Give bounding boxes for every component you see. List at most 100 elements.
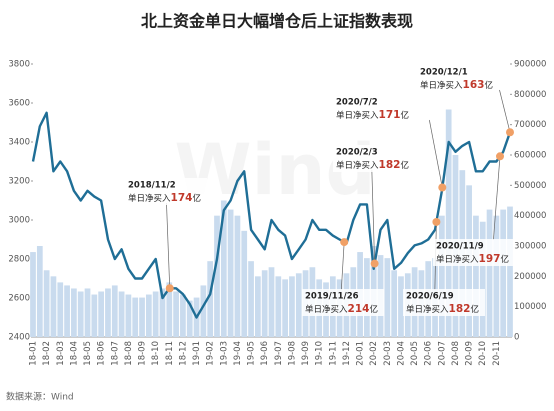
annotation-date: 2020/7/2 [336, 98, 378, 108]
annotation-unit: 亿 [400, 110, 409, 121]
x-tick-label: 18-05 [83, 341, 93, 366]
annotation-date: 2019/11/26 [305, 292, 359, 302]
annotation-prefix: 单日净买入 [406, 304, 449, 315]
y-tick-label: 2600 [8, 294, 30, 304]
x-tick-label: 20-11 [492, 341, 502, 366]
bar [91, 294, 98, 337]
x-tick-label: 20-01 [356, 341, 366, 366]
x-tick-label: 18-04 [69, 341, 79, 366]
x-tick-label: 20-04 [396, 341, 406, 366]
y2-tick-label: 400000 [514, 211, 546, 221]
x-tick-label: 20-09 [465, 341, 475, 366]
x-tick-label: 19-11 [328, 341, 338, 366]
bar [275, 276, 282, 337]
y2-tick-label: 500000 [514, 181, 546, 191]
annotation-dot [165, 284, 174, 293]
bar [384, 258, 391, 337]
bar [50, 276, 57, 337]
annotation-text: 单日净买入174亿 [128, 192, 201, 204]
annotation-prefix: 单日净买入 [436, 254, 479, 265]
annotation-box [433, 239, 515, 266]
annotation-unit: 亿 [369, 304, 378, 315]
x-tick-label: 20-10 [478, 341, 488, 366]
bar [234, 215, 241, 337]
annotation-box [333, 95, 415, 122]
annotation-amount: 171 [379, 109, 401, 121]
annotation-dot [432, 217, 441, 226]
bar [289, 276, 295, 337]
x-tick-label: 19-02 [206, 341, 216, 366]
x-tick-label: 19-07 [274, 341, 284, 366]
bar [261, 270, 268, 337]
leader-line [340, 242, 345, 291]
annotation-amount: 182 [449, 303, 471, 315]
annotation-text: 单日净买入182亿 [336, 159, 409, 171]
annotation-dot [370, 259, 379, 268]
x-tick-label: 20-06 [424, 341, 434, 366]
bar [391, 270, 398, 337]
bar [159, 288, 166, 337]
annotation-box [333, 145, 415, 172]
x-tick-label: 20-02 [369, 341, 379, 366]
bar [282, 279, 288, 337]
annotation-text: 单日净买入214亿 [305, 303, 378, 315]
annotation-amount: 182 [379, 159, 401, 171]
annotation-prefix: 单日净买入 [128, 193, 171, 204]
leader-line [166, 202, 171, 289]
annotation-unit: 亿 [470, 304, 479, 315]
leader-line [371, 169, 375, 264]
bar [227, 209, 234, 337]
y2-tick-label: 700000 [514, 120, 546, 130]
leader-line [493, 156, 501, 241]
bar [132, 297, 139, 337]
y-tick-label: 3600 [8, 99, 30, 109]
bar [486, 209, 493, 337]
bar [398, 276, 404, 337]
bar [445, 109, 452, 337]
annotation-amount: 197 [479, 253, 501, 265]
bar [220, 200, 227, 337]
x-tick-label: 20-08 [451, 341, 461, 366]
annotation-unit: 亿 [400, 160, 409, 171]
bar [214, 215, 220, 337]
bar [200, 285, 207, 337]
y2-tick-label: 100000 [514, 302, 546, 312]
bar [173, 291, 179, 337]
x-tick-label: 19-09 [301, 341, 311, 366]
annotation-date: 2020/2/3 [336, 148, 378, 158]
bar [71, 288, 77, 337]
annotation-box [302, 289, 384, 316]
annotation-text: 单日净买入163亿 [420, 79, 493, 91]
bar [36, 246, 43, 337]
annotation-date: 2020/11/9 [436, 242, 484, 252]
bar [241, 230, 248, 337]
chart-title: 北上资金单日大幅增仓后上证指数表现 [141, 12, 413, 31]
bar [295, 273, 302, 337]
y2-tick-label: 600000 [514, 151, 546, 161]
annotation-unit: 亿 [192, 193, 201, 204]
annotation-prefix: 单日净买入 [305, 304, 348, 315]
x-tick-label: 18-10 [151, 341, 161, 366]
bar [139, 297, 145, 337]
y2-tick-label: 900000 [514, 60, 546, 70]
bar [30, 252, 36, 337]
bar [111, 285, 118, 337]
bar [98, 291, 105, 337]
bar [118, 291, 125, 337]
x-tick-label: 20-05 [410, 341, 420, 366]
x-tick-label: 19-01 [192, 341, 202, 366]
y-tick-label: 3800 [8, 60, 30, 70]
x-tick-label: 19-03 [219, 341, 229, 366]
x-tick-label: 19-06 [260, 341, 270, 366]
bar [473, 215, 479, 337]
annotation-box [417, 65, 499, 92]
y-tick-label: 3200 [8, 177, 30, 187]
annotation-unit: 亿 [500, 254, 509, 265]
leader-line [429, 119, 443, 188]
x-tick-label: 18-12 [178, 341, 188, 366]
bar [248, 261, 254, 337]
bar [166, 282, 173, 337]
annotation-prefix: 单日净买入 [420, 80, 463, 91]
bar [186, 300, 193, 337]
annotation-unit: 亿 [484, 80, 493, 91]
